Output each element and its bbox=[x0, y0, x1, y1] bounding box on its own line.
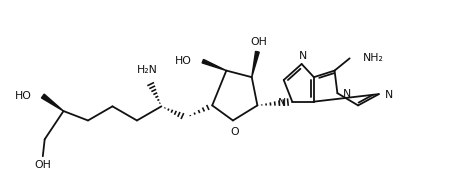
Text: OH: OH bbox=[34, 160, 51, 170]
Text: OH: OH bbox=[250, 37, 266, 47]
Polygon shape bbox=[251, 51, 259, 77]
Text: H₂N: H₂N bbox=[137, 65, 157, 75]
Text: N: N bbox=[384, 90, 392, 100]
Text: HO: HO bbox=[15, 91, 31, 101]
Polygon shape bbox=[41, 94, 63, 111]
Text: NH₂: NH₂ bbox=[362, 53, 383, 63]
Text: O: O bbox=[230, 127, 238, 137]
Text: N: N bbox=[342, 89, 350, 99]
Polygon shape bbox=[202, 59, 226, 71]
Text: N: N bbox=[278, 98, 286, 108]
Text: HO: HO bbox=[174, 56, 191, 66]
Text: N: N bbox=[298, 51, 306, 61]
